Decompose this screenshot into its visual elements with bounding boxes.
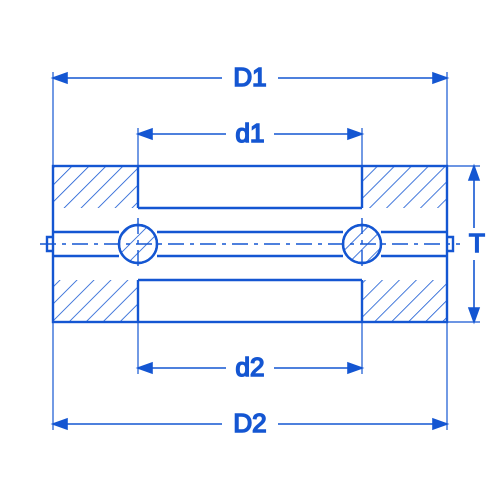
label-D1: D1: [233, 62, 266, 92]
label-d1: d1: [236, 118, 265, 148]
dimension-D1: D1: [53, 58, 447, 166]
balls: [115, 221, 385, 267]
label-D2: D2: [233, 408, 266, 438]
dimension-d2: d2: [138, 322, 362, 382]
label-d2: d2: [236, 352, 265, 382]
dimension-d1: d1: [138, 114, 362, 166]
label-T: T: [469, 228, 485, 258]
bearing-diagram: D1 d1 d2: [0, 0, 500, 500]
centerlines: [40, 218, 460, 270]
